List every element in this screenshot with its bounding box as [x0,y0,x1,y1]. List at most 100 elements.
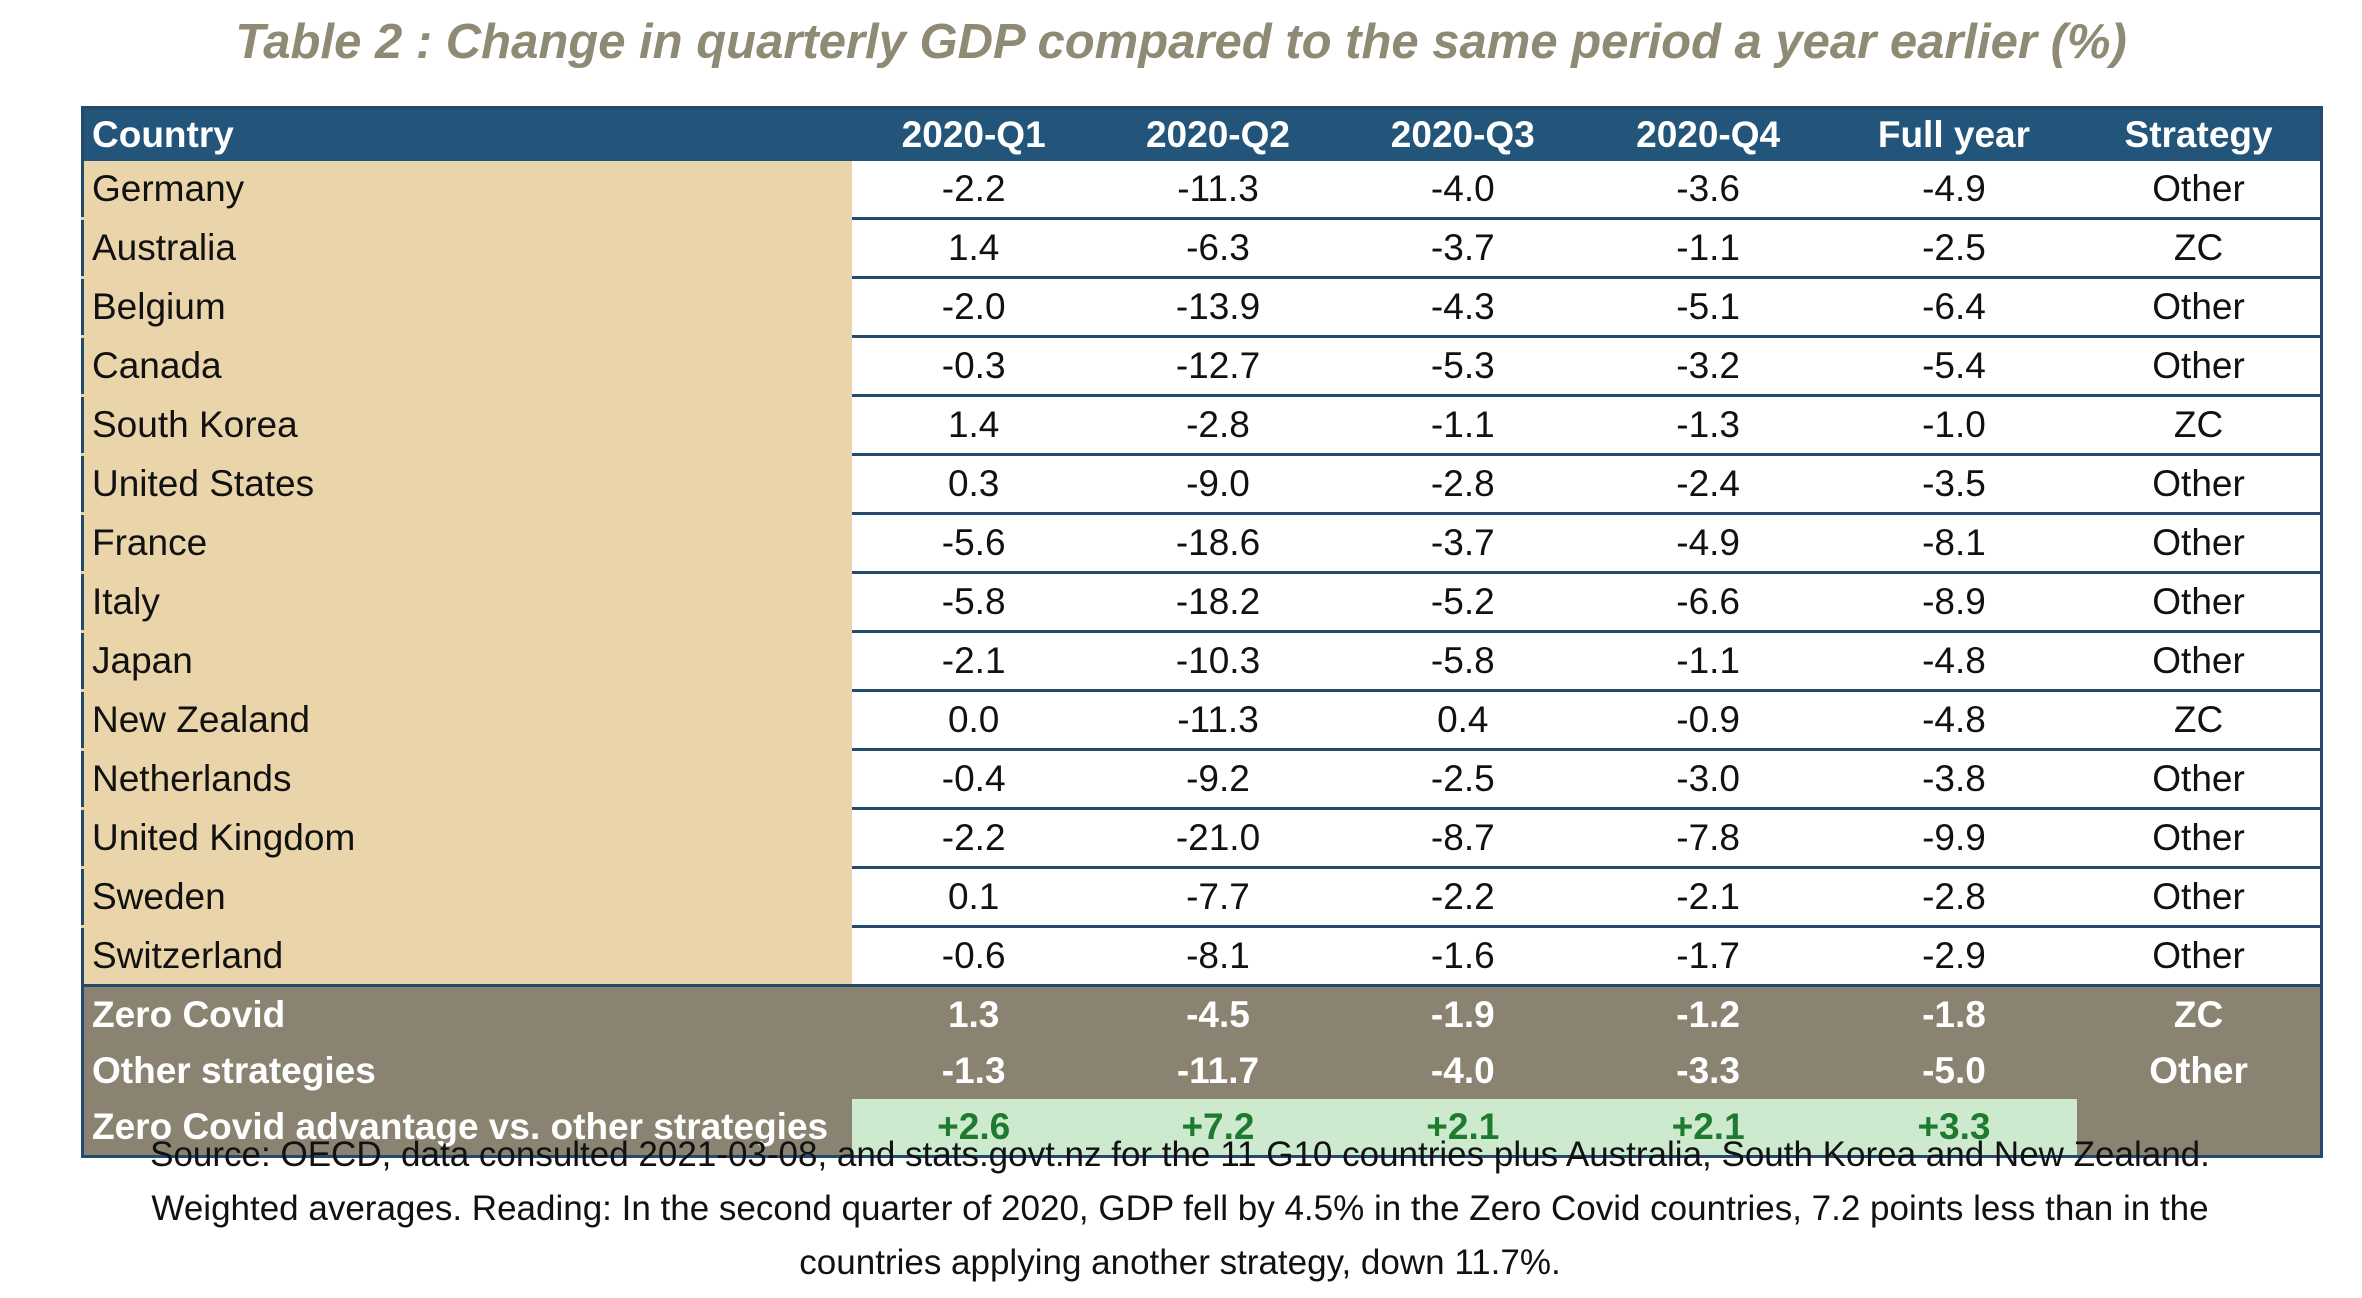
source-note-line: Source: OECD, data consulted 2021-03-08,… [150,1135,2210,1174]
summary-rows: Zero Covid 1.3 -4.5 -1.9 -1.2 -1.8 ZC Other str… [82,985,2322,1157]
value-cell: -8.7 [1340,808,1586,869]
table-row: Belgium -2.0 -13.9 -4.3 -5.1 -6.4 Other [82,277,2324,338]
value-cell: -11.7 [1095,1043,1341,1099]
strategy-cell: Other [2077,631,2324,692]
strategy-cell: Other [2077,513,2324,574]
summary-row: Other strategies -1.3 -11.7 -4.0 -3.3 -5.0 Oth… [82,1043,2322,1099]
value-cell: -2.8 [1830,867,2078,928]
table-row: United States 0.3 -9.0 -2.8 -2.4 -3.5 Other [82,454,2324,515]
source-note-line: countries applying another strategy, dow… [799,1243,1561,1282]
value-cell: -4.0 [1340,1043,1586,1099]
value-cell: -1.1 [1585,218,1831,279]
value-cell: -1.1 [1340,395,1586,456]
value-cell: -6.3 [1095,218,1341,279]
value-cell: -18.2 [1095,572,1341,633]
value-cell: -4.8 [1830,690,2078,751]
strategy-cell: Other [2077,336,2324,397]
strategy-cell: ZC [2077,985,2322,1043]
source-note: Source: OECD, data consulted 2021-03-08,… [110,1128,2250,1290]
value-cell: -2.4 [1585,454,1831,515]
gdp-table: Country 2020-Q1 2020-Q2 2020-Q3 2020-Q4 … [81,106,2324,1158]
value-cell: 0.0 [851,690,1096,751]
value-cell: -3.8 [1830,749,2078,810]
value-cell: -21.0 [1095,808,1341,869]
table-row: New Zealand 0.0 -11.3 0.4 -0.9 -4.8 ZC [82,690,2324,751]
value-cell: -1.7 [1585,926,1831,987]
value-cell: -7.8 [1585,808,1831,869]
value-cell: 0.4 [1340,690,1586,751]
value-cell: -5.1 [1585,277,1831,338]
value-cell: -0.6 [851,926,1096,987]
value-cell: -12.7 [1095,336,1341,397]
value-cell: -2.8 [1095,395,1341,456]
table-row: Sweden 0.1 -7.7 -2.2 -2.1 -2.8 Other [82,867,2324,928]
value-cell: -0.3 [851,336,1096,397]
column-header: 2020-Q4 [1585,107,1831,161]
strategy-cell [2077,1099,2322,1157]
value-cell: -2.2 [1340,867,1586,928]
strategy-cell: Other [2077,161,2324,220]
table-row: South Korea 1.4 -2.8 -1.1 -1.3 -1.0 ZC [82,395,2324,456]
table-row: United Kingdom -2.2 -21.0 -8.7 -7.8 -9.9 Other [82,808,2324,869]
value-cell: -2.5 [1340,749,1586,810]
value-cell: -5.4 [1830,336,2078,397]
value-cell: -8.1 [1830,513,2078,574]
value-cell: -5.2 [1340,572,1586,633]
strategy-cell: Other [2077,454,2324,515]
value-cell: -4.0 [1340,161,1586,220]
value-cell: +2.1 [1585,1099,1831,1157]
table-row: France -5.6 -18.6 -3.7 -4.9 -8.1 Other [82,513,2324,574]
table-row: Germany -2.2 -11.3 -4.0 -3.6 -4.9 Other [82,161,2324,220]
summary-label: Other strategies [82,1043,852,1099]
value-cell: -5.8 [1340,631,1586,692]
strategy-cell: Other [2077,808,2324,869]
value-cell: 1.3 [851,985,1096,1043]
summary-label: Zero Covid [82,985,852,1043]
summary-label: Zero Covid advantage vs. other strategie… [82,1099,852,1157]
value-cell: -8.9 [1830,572,2078,633]
value-cell: -9.9 [1830,808,2078,869]
value-cell: -3.7 [1340,218,1586,279]
value-cell: -10.3 [1095,631,1341,692]
value-cell: -5.8 [851,572,1096,633]
value-cell: +7.2 [1095,1099,1341,1157]
strategy-cell: ZC [2077,690,2324,751]
source-note-line: Weighted averages. Reading: In the secon… [151,1189,2209,1228]
value-cell: -18.6 [1095,513,1341,574]
table-row: Japan -2.1 -10.3 -5.8 -1.1 -4.8 Other [82,631,2324,692]
country-name: Switzerland [82,926,852,987]
country-name: Australia [82,218,852,279]
value-cell: -6.4 [1830,277,2078,338]
value-cell: -2.2 [851,161,1096,220]
value-cell: -1.3 [1585,395,1831,456]
value-cell: -2.9 [1830,926,2078,987]
value-cell: -4.8 [1830,631,2078,692]
page-title: Table 2 : Change in quarterly GDP compar… [235,15,2127,69]
value-cell: -7.7 [1095,867,1341,928]
value-cell: -11.3 [1095,161,1341,220]
country-name: United Kingdom [82,808,852,869]
country-name: Canada [82,336,852,397]
value-cell: 1.4 [851,218,1096,279]
value-cell: -13.9 [1095,277,1341,338]
strategy-cell: ZC [2077,395,2324,456]
country-name: Italy [82,572,852,633]
column-header: 2020-Q3 [1340,107,1586,161]
value-cell: -4.3 [1340,277,1586,338]
table-row: Switzerland -0.6 -8.1 -1.6 -1.7 -2.9 Other [82,926,2324,987]
value-cell: -3.6 [1585,161,1831,220]
strategy-cell: Other [2077,867,2324,928]
value-cell: 1.4 [851,395,1096,456]
value-cell: -4.9 [1585,513,1831,574]
value-cell: -8.1 [1095,926,1341,987]
table-row: Canada -0.3 -12.7 -5.3 -3.2 -5.4 Other [82,336,2324,397]
country-name: Belgium [82,277,852,338]
summary-row: Zero Covid 1.3 -4.5 -1.9 -1.2 -1.8 ZC [82,985,2322,1043]
value-cell: -5.6 [851,513,1096,574]
strategy-cell: Other [2077,572,2324,633]
value-cell: -5.0 [1830,1043,2078,1099]
value-cell: -2.2 [851,808,1096,869]
country-name: France [82,513,852,574]
value-cell: -3.7 [1340,513,1586,574]
strategy-cell: Other [2077,749,2324,810]
